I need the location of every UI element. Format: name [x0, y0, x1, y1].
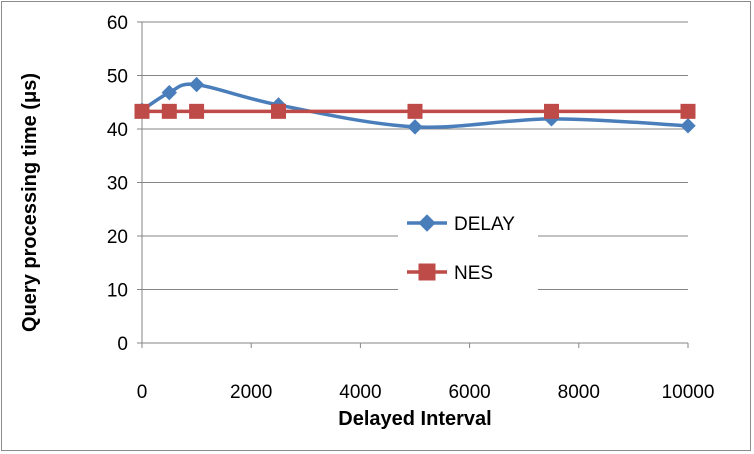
y-tick-label-30: 30 [107, 174, 128, 195]
axes [137, 21, 689, 348]
data-point-nes-1000 [189, 103, 205, 119]
data-point-nes-10000 [680, 103, 696, 119]
series-layer [134, 76, 696, 135]
x-tick-label-10000: 10000 [662, 382, 715, 403]
data-point-nes-5000 [407, 103, 423, 119]
data-point-nes-2500 [271, 103, 286, 119]
series-nes [134, 103, 696, 119]
x-axis-title: Delayed Interval [338, 408, 491, 430]
x-tick-label-8000: 8000 [558, 382, 600, 403]
data-point-delay-1000 [188, 76, 205, 93]
y-tick-label-10: 10 [107, 281, 128, 302]
y-tick-label-60: 60 [107, 13, 128, 34]
data-point-nes-7500 [544, 103, 559, 119]
x-tick-label-0: 0 [137, 382, 148, 403]
x-tick-label-4000: 4000 [339, 382, 381, 403]
data-point-delay-10000 [680, 118, 696, 134]
tick-labels: 0 10 20 30 40 50 60 0 2000 4000 6000 8000 10000 [107, 13, 715, 403]
legend-marker-nes [418, 263, 436, 281]
legend-label-delay: DELAY [454, 214, 515, 235]
y-tick-label-50: 50 [107, 67, 128, 88]
x-tick-label-2000: 2000 [230, 382, 272, 403]
legend: DELAY NES [398, 202, 538, 293]
legend-marker-delay [418, 214, 436, 232]
legend-label-nes: NES [454, 263, 493, 284]
y-tick-label-20: 20 [107, 227, 128, 248]
data-point-delay-500 [161, 84, 178, 101]
data-point-nes-0 [134, 103, 150, 119]
y-tick-label-40: 40 [107, 120, 128, 141]
y-axis-title: Query processing time (μs) [19, 73, 41, 332]
x-tick-label-6000: 6000 [448, 382, 490, 403]
data-point-nes-500 [161, 103, 177, 119]
gridlines [142, 21, 688, 290]
data-point-delay-5000 [407, 119, 423, 135]
y-tick-label-0: 0 [117, 334, 128, 355]
